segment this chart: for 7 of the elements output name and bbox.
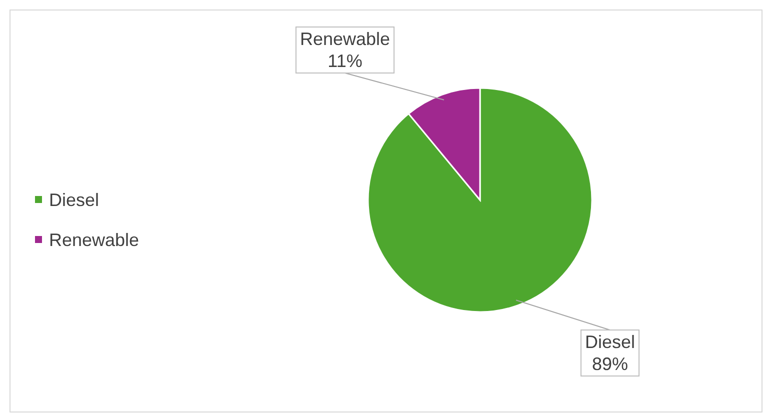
data-label: 89% (592, 354, 628, 374)
data-label: 11% (328, 51, 362, 71)
legend-label: Diesel (49, 190, 100, 210)
pie-slice (367, 87, 593, 313)
legend-label: Renewable (49, 230, 140, 250)
slice-label: Diesel (584, 332, 636, 352)
slice-label: Renewable (300, 29, 390, 49)
